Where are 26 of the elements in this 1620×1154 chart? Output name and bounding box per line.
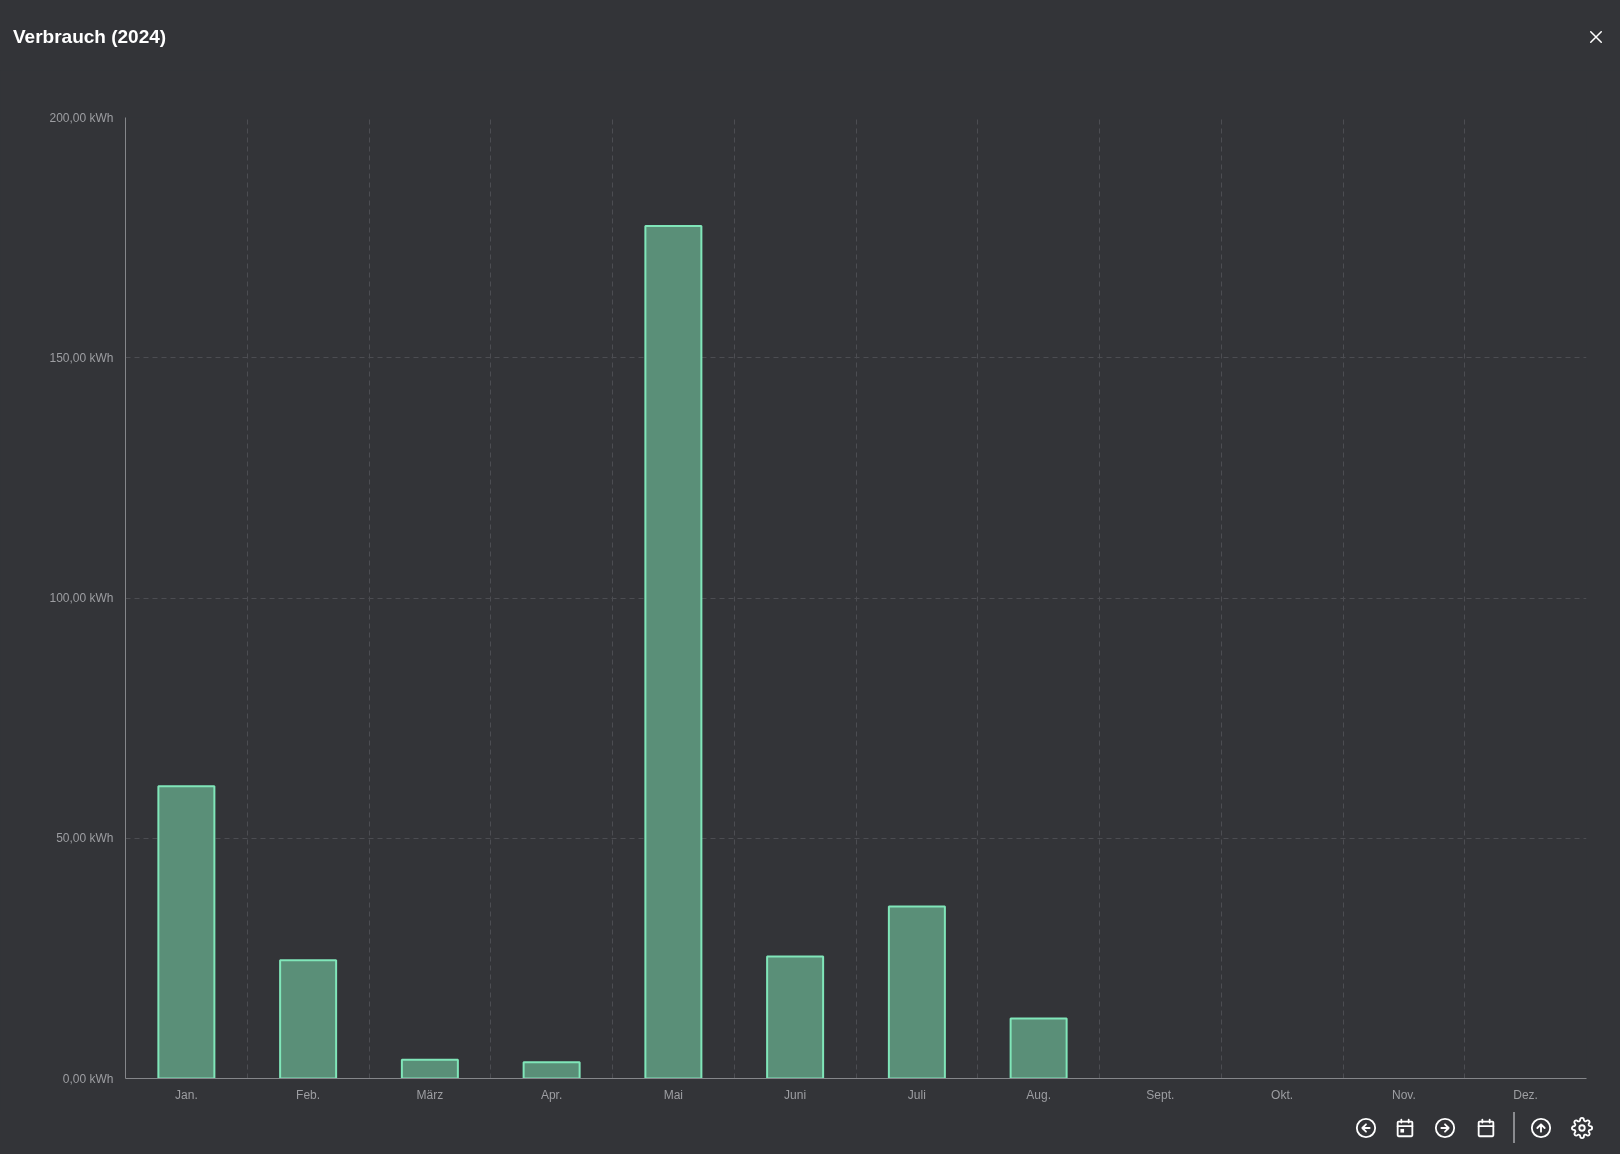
bar [157,785,216,1079]
x-tick-label: Juni [784,1087,807,1102]
x-tick-label: Apr. [540,1087,563,1102]
y-tick-label: 0,00 kWh [62,1071,114,1086]
bar [644,225,703,1079]
bar [279,959,338,1079]
bar [1009,1017,1068,1079]
x-tick-label: März [416,1087,444,1102]
y-tick-label: 100,00 kWh [49,591,114,605]
x-tick-label: Jan. [175,1087,198,1102]
bar [766,955,825,1079]
y-tick-label: 200,00 kWh [49,110,114,125]
x-tick-label: Dez. [1513,1087,1538,1102]
x-tick-label: Feb. [296,1087,321,1102]
y-tick-label: 50,00 kWh [56,831,114,846]
x-tick-label: Aug. [1026,1087,1051,1102]
x-tick-label: Nov. [1391,1087,1416,1102]
y-tick-label: 150,00 kWh [49,350,114,365]
x-tick-label: Mai [663,1087,684,1102]
chart-title: Verbrauch (2024) [13,25,167,49]
bar [400,1058,459,1079]
bar [522,1061,581,1079]
x-tick-label: Sept. [1146,1087,1175,1102]
x-tick-label: Juli [907,1087,926,1102]
bar [887,905,946,1079]
x-tick-label: Okt. [1271,1087,1294,1102]
